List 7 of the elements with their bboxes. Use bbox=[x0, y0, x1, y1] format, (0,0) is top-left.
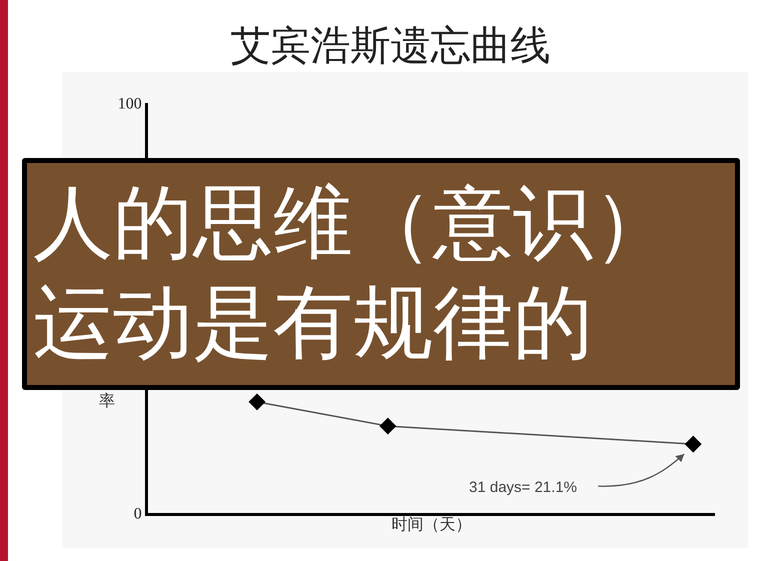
y-axis-title: 率 bbox=[99, 391, 115, 410]
x-axis-title: 时间（天） bbox=[392, 514, 472, 534]
y-tick-label: 100 bbox=[118, 96, 142, 113]
annotation: 人的思维（意识）运动是有规律的 bbox=[22, 158, 740, 390]
chart-title: 艾宾浩斯遗忘曲线 bbox=[230, 23, 550, 69]
annotation: 31 days= 21.1% bbox=[469, 479, 577, 496]
y-tick-label: 0 bbox=[134, 506, 142, 523]
